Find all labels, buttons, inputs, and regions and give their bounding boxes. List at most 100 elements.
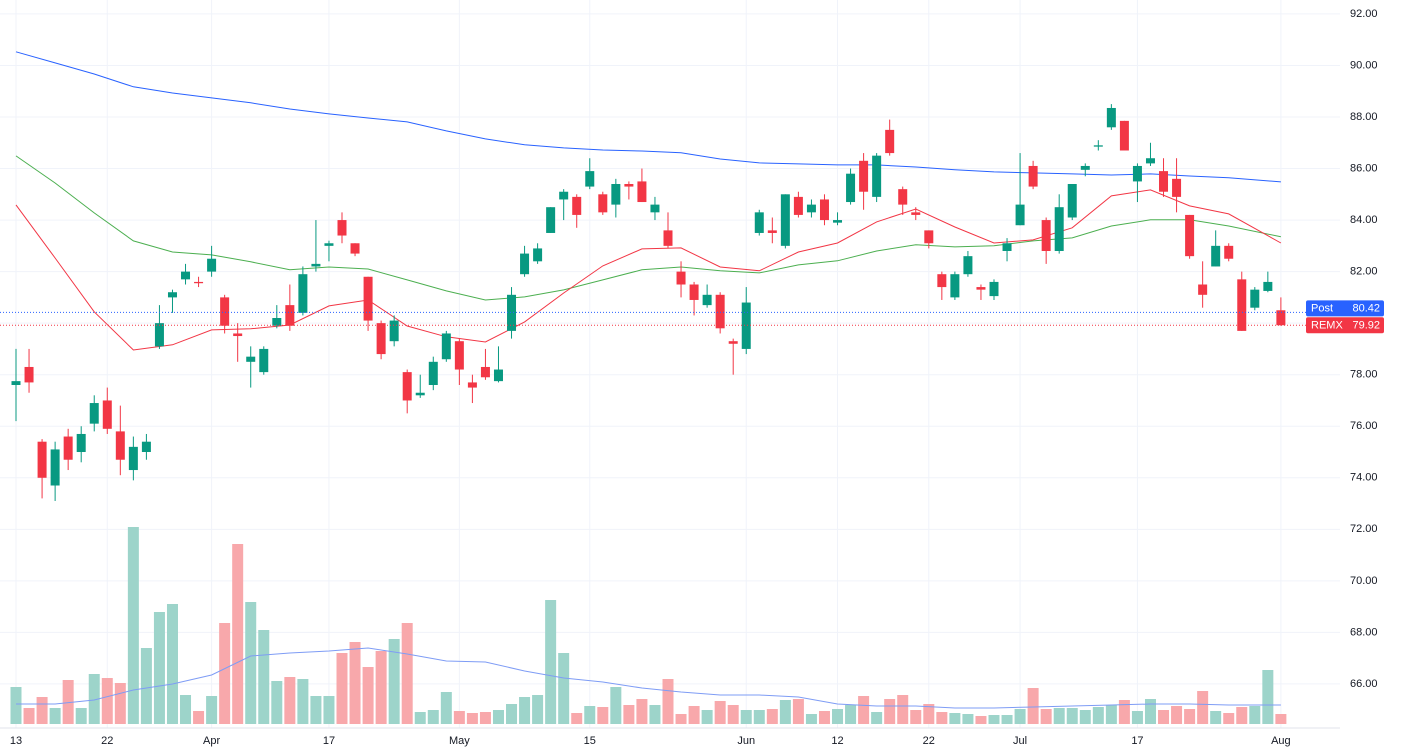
volume-bar	[206, 696, 218, 724]
volume-bar	[62, 680, 74, 724]
candle-body	[702, 294, 712, 306]
price-tag-name: REMX	[1311, 320, 1343, 332]
volume-bar	[701, 710, 713, 724]
volume-bar	[519, 697, 531, 724]
volume-bar	[884, 699, 896, 724]
volume-bar	[871, 712, 883, 724]
candle-body	[728, 341, 738, 344]
candle-body	[181, 271, 191, 280]
candle-body	[950, 274, 960, 298]
candle-body	[480, 366, 490, 378]
volume-bar	[988, 715, 1000, 724]
candle-body	[715, 294, 725, 329]
volume-bar	[284, 677, 296, 724]
candle-body	[846, 173, 856, 203]
volume-bar	[845, 705, 857, 724]
volume-bar	[88, 674, 100, 724]
volume-bar	[10, 687, 22, 724]
candle-body	[454, 341, 464, 370]
x-tick-label: Apr	[203, 735, 220, 747]
candle-body	[1067, 183, 1077, 218]
candle-body	[376, 323, 386, 355]
candle-body	[676, 271, 686, 285]
candle-body	[1028, 165, 1038, 187]
candle-body	[754, 212, 764, 233]
candle-body	[611, 183, 621, 205]
volume-bar	[675, 714, 687, 724]
volume-bar	[714, 701, 726, 724]
price-tag-name: Post	[1311, 303, 1333, 315]
candle-body	[76, 433, 86, 453]
candle-body	[963, 256, 973, 275]
price-tag-value: 79.92	[1352, 320, 1380, 332]
candle-body	[1276, 310, 1286, 326]
candle-body	[194, 281, 204, 284]
volume-bar	[1275, 714, 1287, 724]
candle-body	[911, 212, 921, 215]
volume-bar	[453, 711, 465, 724]
moving-average-line	[15, 155, 1282, 301]
volume-bar	[649, 705, 661, 724]
candle-body	[637, 181, 647, 203]
candle-body	[1093, 145, 1103, 147]
volume-bar	[545, 600, 557, 724]
volume-bar	[323, 696, 335, 724]
candle-body	[663, 230, 673, 246]
candle-body	[1080, 165, 1090, 170]
y-tick-label: 70.00	[1350, 575, 1378, 587]
candle-body	[233, 333, 243, 337]
volume-bar	[975, 716, 987, 724]
candle-body	[650, 204, 660, 213]
candle-body	[363, 276, 373, 321]
volume-bar	[310, 696, 322, 724]
volume-bar	[779, 700, 791, 724]
volume-bar	[610, 687, 622, 724]
volume-bar	[153, 612, 165, 724]
volume-bar	[258, 630, 270, 724]
moving-average-line	[15, 51, 1281, 183]
volume-bar	[375, 651, 387, 724]
candle-body	[467, 382, 477, 388]
x-tick-label: 15	[584, 735, 596, 747]
volume-bar	[584, 706, 596, 724]
x-tick-label: 22	[101, 735, 113, 747]
candle-body	[1250, 289, 1260, 308]
volume-bar	[1223, 713, 1235, 724]
x-tick-label: Jul	[1013, 735, 1027, 747]
volume-bar	[1040, 709, 1052, 724]
candle-body	[559, 191, 569, 200]
candle-body	[898, 189, 908, 205]
volume-bar	[1262, 670, 1274, 724]
y-tick-label: 78.00	[1350, 369, 1378, 381]
candle-body	[298, 274, 308, 313]
candle-body	[246, 356, 256, 362]
candle-body	[520, 253, 530, 275]
candle-body	[1054, 207, 1064, 251]
volume-bar	[949, 713, 961, 724]
volume-bar	[597, 707, 609, 724]
candle-body	[402, 372, 412, 401]
volume-bar	[858, 696, 870, 724]
volume-bar	[349, 642, 361, 724]
volume-bar	[180, 695, 192, 724]
volume-bar	[1144, 699, 1156, 724]
candle-body	[272, 318, 282, 326]
candle-body	[350, 243, 360, 254]
volume-bar	[662, 679, 674, 724]
candle-body	[441, 333, 451, 360]
x-tick-label: 17	[323, 735, 335, 747]
volume-bar	[114, 683, 126, 724]
x-tick-label: 13	[10, 735, 22, 747]
volume-bar	[479, 712, 491, 724]
candle-body	[859, 160, 869, 192]
candle-body	[50, 449, 60, 486]
volume-bar	[1197, 691, 1209, 724]
volume-bar	[1158, 710, 1170, 724]
volume-bar	[571, 713, 583, 724]
y-tick-label: 82.00	[1350, 266, 1378, 278]
candle-body	[989, 281, 999, 297]
candle-body	[115, 431, 125, 460]
candle-body	[259, 348, 269, 373]
moving-average-line	[15, 189, 1282, 351]
